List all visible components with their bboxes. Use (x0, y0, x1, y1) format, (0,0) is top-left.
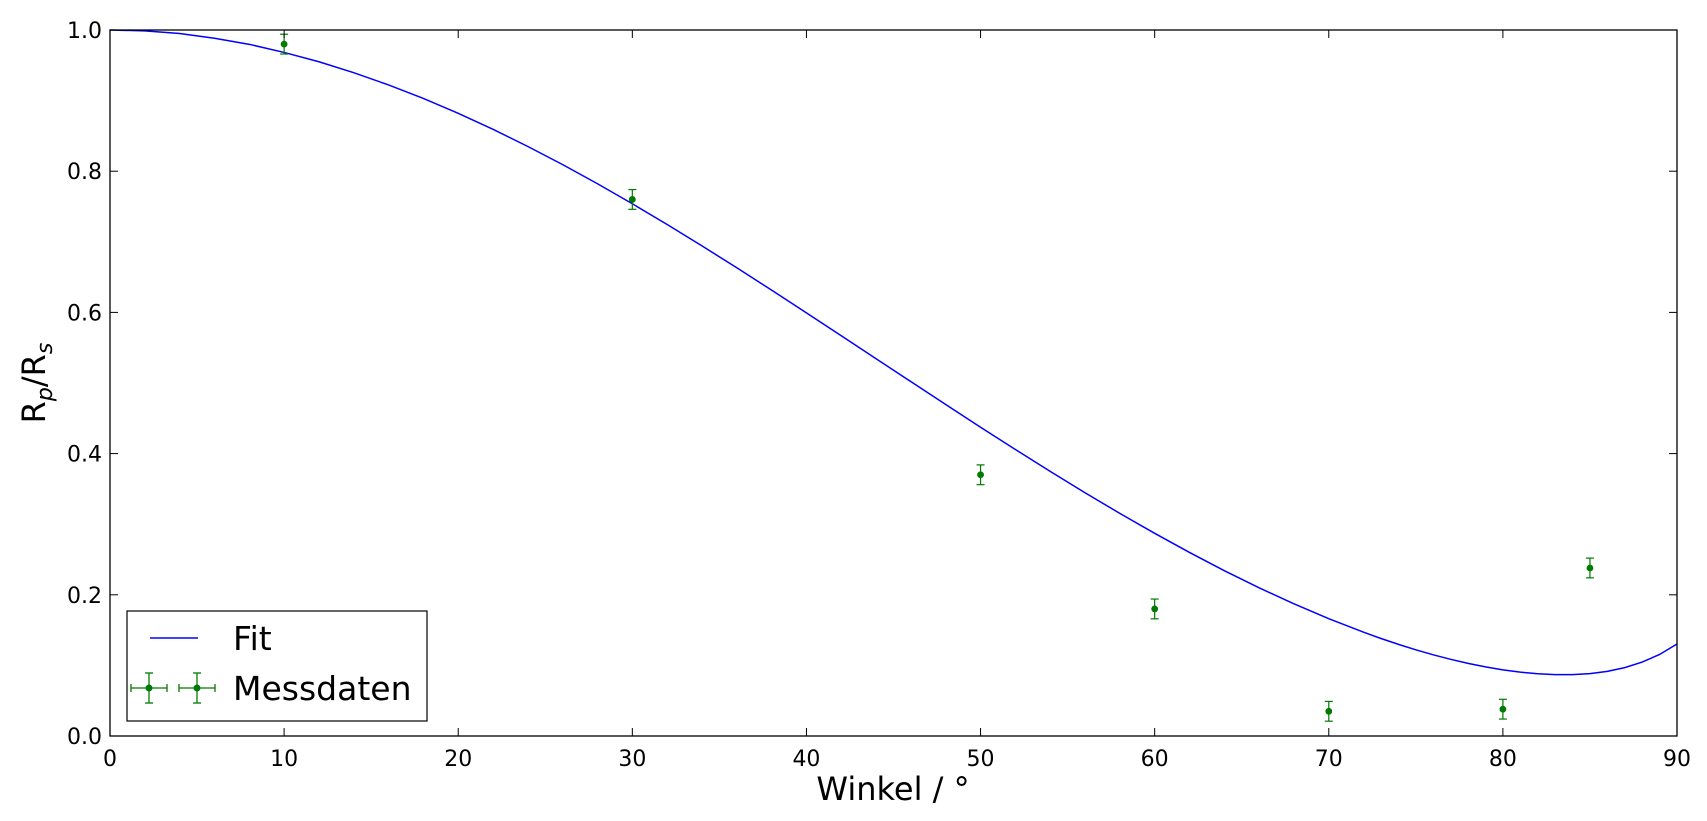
y-label-part: R (15, 401, 53, 423)
y-label-sub-p: p (33, 387, 58, 402)
x-tick-label: 20 (444, 747, 472, 772)
y-axis-label: Rp/Rs (15, 343, 58, 424)
x-axis-label: Winkel / ° (816, 770, 969, 808)
axes-frame (109, 29, 1678, 737)
legend-messdaten-label: Messdaten (233, 669, 412, 708)
legend-box (126, 610, 428, 722)
x-tick-label: 80 (1489, 747, 1517, 772)
series-messdaten (280, 33, 1594, 722)
x-axis: 0 10 20 30 40 50 60 70 80 90 (103, 30, 1691, 772)
y-axis: 0.0 0.2 0.4 0.6 0.8 1.0 (67, 19, 1677, 750)
x-tick-label: 90 (1663, 747, 1691, 772)
x-tick-label: 50 (967, 747, 995, 772)
data-point (280, 33, 289, 55)
y-tick-label: 0.6 (67, 301, 102, 326)
y-label-sub-s: s (33, 343, 58, 354)
data-point (1150, 598, 1159, 620)
data-marker (1499, 705, 1507, 713)
x-tick-label: 0 (103, 747, 117, 772)
x-tick-label: 60 (1141, 747, 1169, 772)
legend: Fit Messdaten (126, 610, 428, 722)
data-point (1585, 557, 1594, 579)
y-tick-label: 0.2 (67, 584, 102, 609)
y-tick-label: 0.8 (67, 160, 102, 185)
data-point (628, 188, 637, 210)
y-label-part: /R (15, 354, 53, 387)
data-marker (977, 471, 984, 479)
data-marker (1151, 605, 1159, 613)
y-tick-label: 0.0 (67, 725, 102, 750)
legend-data-swatch (130, 672, 216, 704)
x-tick-label: 70 (1315, 747, 1343, 772)
x-tick-label: 40 (792, 747, 820, 772)
y-tick-label: 0.4 (67, 443, 102, 468)
legend-fit-label: Fit (233, 619, 272, 658)
y-tick-label: 1.0 (67, 19, 102, 44)
series-fit (109, 29, 1678, 676)
x-tick-label: 30 (618, 747, 646, 772)
x-tick-label: 10 (270, 747, 298, 772)
data-point (1324, 700, 1333, 722)
data-marker (1325, 707, 1333, 715)
fit-line (109, 29, 1678, 676)
data-point (976, 464, 985, 486)
data-marker (628, 196, 636, 203)
data-marker (1586, 564, 1594, 572)
data-marker (280, 40, 288, 48)
data-point (1498, 698, 1507, 720)
